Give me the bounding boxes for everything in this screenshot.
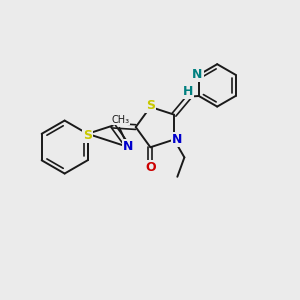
Text: S: S [146, 99, 155, 112]
Text: H: H [183, 85, 193, 98]
Text: S: S [83, 129, 92, 142]
Text: O: O [145, 161, 156, 174]
Text: N: N [192, 68, 203, 81]
Text: CH₃: CH₃ [112, 116, 130, 125]
Text: N: N [172, 133, 182, 146]
Text: N: N [123, 140, 134, 153]
